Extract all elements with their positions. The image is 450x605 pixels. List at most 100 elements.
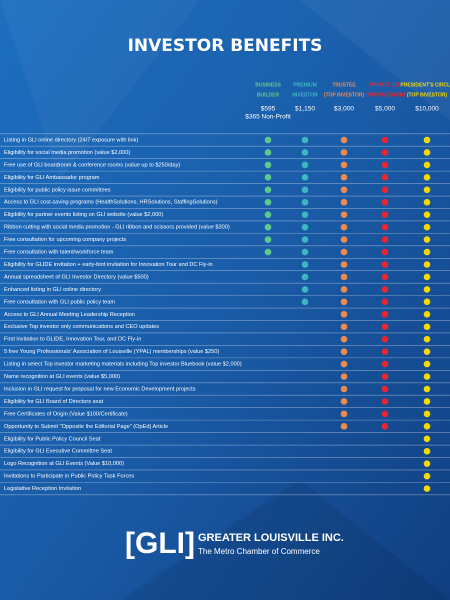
tier-dot: [340, 236, 348, 243]
tier-dot: [423, 174, 431, 181]
tier-dot: [423, 447, 431, 455]
tier-dot: [381, 423, 389, 430]
tier-dot: [423, 348, 431, 355]
tier-dot: [423, 298, 431, 306]
tier-dot: [423, 211, 431, 218]
tier-dot: [340, 298, 348, 306]
tier-dot: [340, 311, 348, 318]
tier-dot: [264, 161, 272, 169]
tier-dot: [381, 385, 389, 393]
benefit: Free use of GLI boardroom & conference r…: [4, 162, 180, 168]
tier-dot: [381, 248, 389, 256]
tier-dot: [381, 198, 389, 206]
tier-dot: [340, 161, 348, 169]
tier-dot: [423, 161, 431, 169]
tier-dot: [264, 223, 272, 231]
tier-dot: [423, 236, 431, 243]
tier-dot: [301, 149, 309, 156]
benefit: Eligibility for Public Policy Council Se…: [4, 436, 101, 442]
tier-dot: [423, 186, 431, 194]
tier-dot: [423, 435, 431, 443]
tier-dot: [340, 261, 348, 268]
tier-dot: [423, 261, 431, 268]
tier-dot: [381, 298, 389, 306]
tier-price: $595: [261, 106, 276, 113]
tier-dot: [301, 298, 309, 306]
tier-dot: [381, 149, 389, 156]
tier-name: TRUSTEE: [332, 82, 356, 88]
tier-dot: [423, 286, 431, 293]
tier-dot: [301, 174, 309, 181]
tier-dot: [340, 373, 348, 380]
benefit: Free consultation with talent/workforce …: [4, 250, 114, 256]
tier-dot: [340, 149, 348, 156]
tier-dot: [423, 311, 431, 318]
benefit: Logo Recognition at GLI Events (Value $1…: [4, 461, 124, 467]
tier-name: (TOP INVESTOR): [324, 92, 365, 98]
tier-dot: [423, 460, 431, 468]
tier-dot: [423, 223, 431, 231]
tier-dot: [340, 273, 348, 281]
benefit: Exclusive Top investor only communicatio…: [4, 324, 159, 330]
tier-dot: [340, 423, 348, 430]
tier-dot: [264, 174, 272, 181]
tier-dot: [301, 286, 309, 293]
tier-dot: [381, 261, 389, 268]
tier-dot: [381, 373, 389, 380]
benefit: Invitations to Participate in Public Pol…: [4, 474, 134, 480]
tier-price: $5,000: [375, 106, 395, 113]
tier-dot: [264, 198, 272, 206]
tier-dot: [381, 273, 389, 281]
title: INVESTOR BENEFITS: [128, 36, 323, 56]
tier-dot: [340, 323, 348, 331]
tier-dot: [264, 136, 272, 144]
tier-dot: [423, 423, 431, 430]
tier-dot: [423, 198, 431, 206]
tier-dot: [381, 186, 389, 194]
tier-dot: [301, 161, 309, 169]
tier-dot: [423, 398, 431, 405]
tier-dot: [381, 335, 389, 343]
benefit: Access to GLI cost-saving programs (Heal…: [4, 200, 218, 206]
tier-dot: [340, 286, 348, 293]
tier-dot: [301, 136, 309, 144]
tier-price: $1,150: [295, 106, 315, 113]
tier-dot: [340, 398, 348, 405]
tier-dot: [381, 398, 389, 405]
tier-dot: [340, 211, 348, 218]
benefit: Opportunity to Submit "Opposite the Edit…: [4, 424, 168, 430]
benefit: Inclusion in GLI request for proposal fo…: [4, 386, 196, 392]
tier-dot: [301, 261, 309, 268]
tier-price: $10,000: [415, 106, 439, 113]
tier-dot: [301, 186, 309, 194]
tier-dot: [264, 149, 272, 156]
tier-dot: [340, 348, 348, 355]
tier-dot: [381, 174, 389, 181]
benefit: 5 free Young Professionals' Association …: [4, 349, 219, 355]
tier-dot: [340, 174, 348, 181]
tier-dot: [423, 323, 431, 331]
tier-dot: [340, 248, 348, 256]
tagline: The Metro Chamber of Commerce: [198, 547, 320, 556]
tier-dot: [340, 410, 348, 418]
benefit: Ribbon cutting with social media promoti…: [4, 225, 230, 231]
tier-note: $365 Non-Profit: [245, 114, 291, 121]
benefit: Annual spreadsheet of GLI Investor Direc…: [4, 274, 149, 280]
benefit: First invitation to GLIDE, Innovation To…: [4, 337, 141, 343]
tier-dot: [423, 472, 431, 480]
tier-name: BUSINESS: [255, 82, 281, 88]
benefit: Free consultation with GLI public policy…: [4, 299, 115, 305]
benefit: Listing in select Top investor marketing…: [4, 362, 242, 368]
tier-dot: [340, 136, 348, 144]
benefit: Eligibility for GLI Executive Committee …: [4, 449, 112, 455]
tier-dot: [340, 186, 348, 194]
tier-dot: [340, 335, 348, 343]
tier-price: $3,000: [334, 106, 354, 113]
tier-dot: [301, 223, 309, 231]
benefit: Eligibility for GLI Board of Directors s…: [4, 399, 104, 405]
benefit: Free consultation for upcoming company p…: [4, 237, 126, 243]
tier-dot: [301, 198, 309, 206]
tier-dot: [340, 198, 348, 206]
tier-dot: [381, 223, 389, 231]
